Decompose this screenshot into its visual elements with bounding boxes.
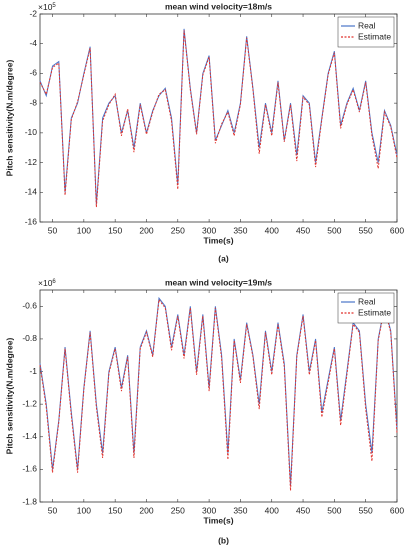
x-tick-label: 100 <box>77 225 91 235</box>
y-tick-label: -0.6 <box>22 301 37 311</box>
x-tick-label: 350 <box>233 225 247 235</box>
series-line <box>39 296 398 486</box>
legend-label: Estimate <box>358 31 391 41</box>
legend-box <box>337 16 395 48</box>
y-tick-label: -1.8 <box>22 496 37 506</box>
y-tick-label: -6 <box>29 68 37 78</box>
y-tick-label: -0.8 <box>22 333 37 343</box>
y-tick-label: -1.2 <box>22 398 37 408</box>
y-scale: ×106 <box>38 278 56 288</box>
x-tick-label: 300 <box>202 505 216 515</box>
x-tick-label: 550 <box>359 505 373 515</box>
y-scale-exponent: 6 <box>52 279 56 285</box>
y-tick-label: -2 <box>29 8 37 18</box>
caption: (b) <box>218 535 229 545</box>
y-scale: ×105 <box>38 2 56 12</box>
chart-title: mean wind velocity=19m/s <box>165 277 272 287</box>
x-tick-label: 550 <box>359 225 373 235</box>
caption: (a) <box>218 253 229 263</box>
legend-label: Real <box>358 20 376 30</box>
x-tick-label: 450 <box>296 225 310 235</box>
x-tick-label: 150 <box>108 505 122 515</box>
y-tick-label: -1 <box>29 366 37 376</box>
y-tick-label: -12 <box>25 157 38 167</box>
series-line <box>39 30 398 208</box>
plot-area <box>39 13 398 223</box>
x-tick-label: 200 <box>139 505 153 515</box>
series-line <box>39 298 398 491</box>
y-tick-label: -10 <box>25 127 38 137</box>
x-tick-label: 500 <box>327 505 341 515</box>
legend-label: Real <box>358 296 376 306</box>
legend-label: Estimate <box>358 307 391 317</box>
x-tick-label: 450 <box>296 505 310 515</box>
x-tick-label: 400 <box>265 225 279 235</box>
y-axis-label: Pitch sensitivity(N.m/degree) <box>4 337 14 454</box>
chart-title: mean wind velocity=18m/s <box>165 1 272 11</box>
y-tick-label: -8 <box>29 97 37 107</box>
legend-box <box>337 292 395 324</box>
y-tick-label: -16 <box>25 216 38 226</box>
x-tick-label: 100 <box>77 505 91 515</box>
y-tick-label: -4 <box>29 38 37 48</box>
y-scale-base: ×10 <box>38 2 53 12</box>
x-tick-label: 200 <box>139 225 153 235</box>
y-tick-label: -1.4 <box>22 431 37 441</box>
x-tick-label: 300 <box>202 225 216 235</box>
plot-area <box>39 289 398 503</box>
x-tick-label: 500 <box>327 225 341 235</box>
x-tick-label: 250 <box>171 505 185 515</box>
x-tick-label: 250 <box>171 225 185 235</box>
x-tick-label: 50 <box>48 505 58 515</box>
y-tick-label: -14 <box>25 187 38 197</box>
y-axis-label: Pitch sensitivity(N.m/degree) <box>4 59 14 176</box>
x-tick-label: 600 <box>390 505 404 515</box>
x-tick-label: 150 <box>108 225 122 235</box>
y-tick-label: -1.6 <box>22 464 37 474</box>
x-axis-label: Time(s) <box>203 515 233 525</box>
x-tick-label: 600 <box>390 225 404 235</box>
x-axis-label: Time(s) <box>203 235 233 245</box>
y-scale-exponent: 5 <box>52 3 56 9</box>
x-tick-label: 400 <box>265 505 279 515</box>
x-tick-label: 50 <box>48 225 58 235</box>
x-tick-label: 350 <box>233 505 247 515</box>
y-scale-base: ×10 <box>38 278 53 288</box>
